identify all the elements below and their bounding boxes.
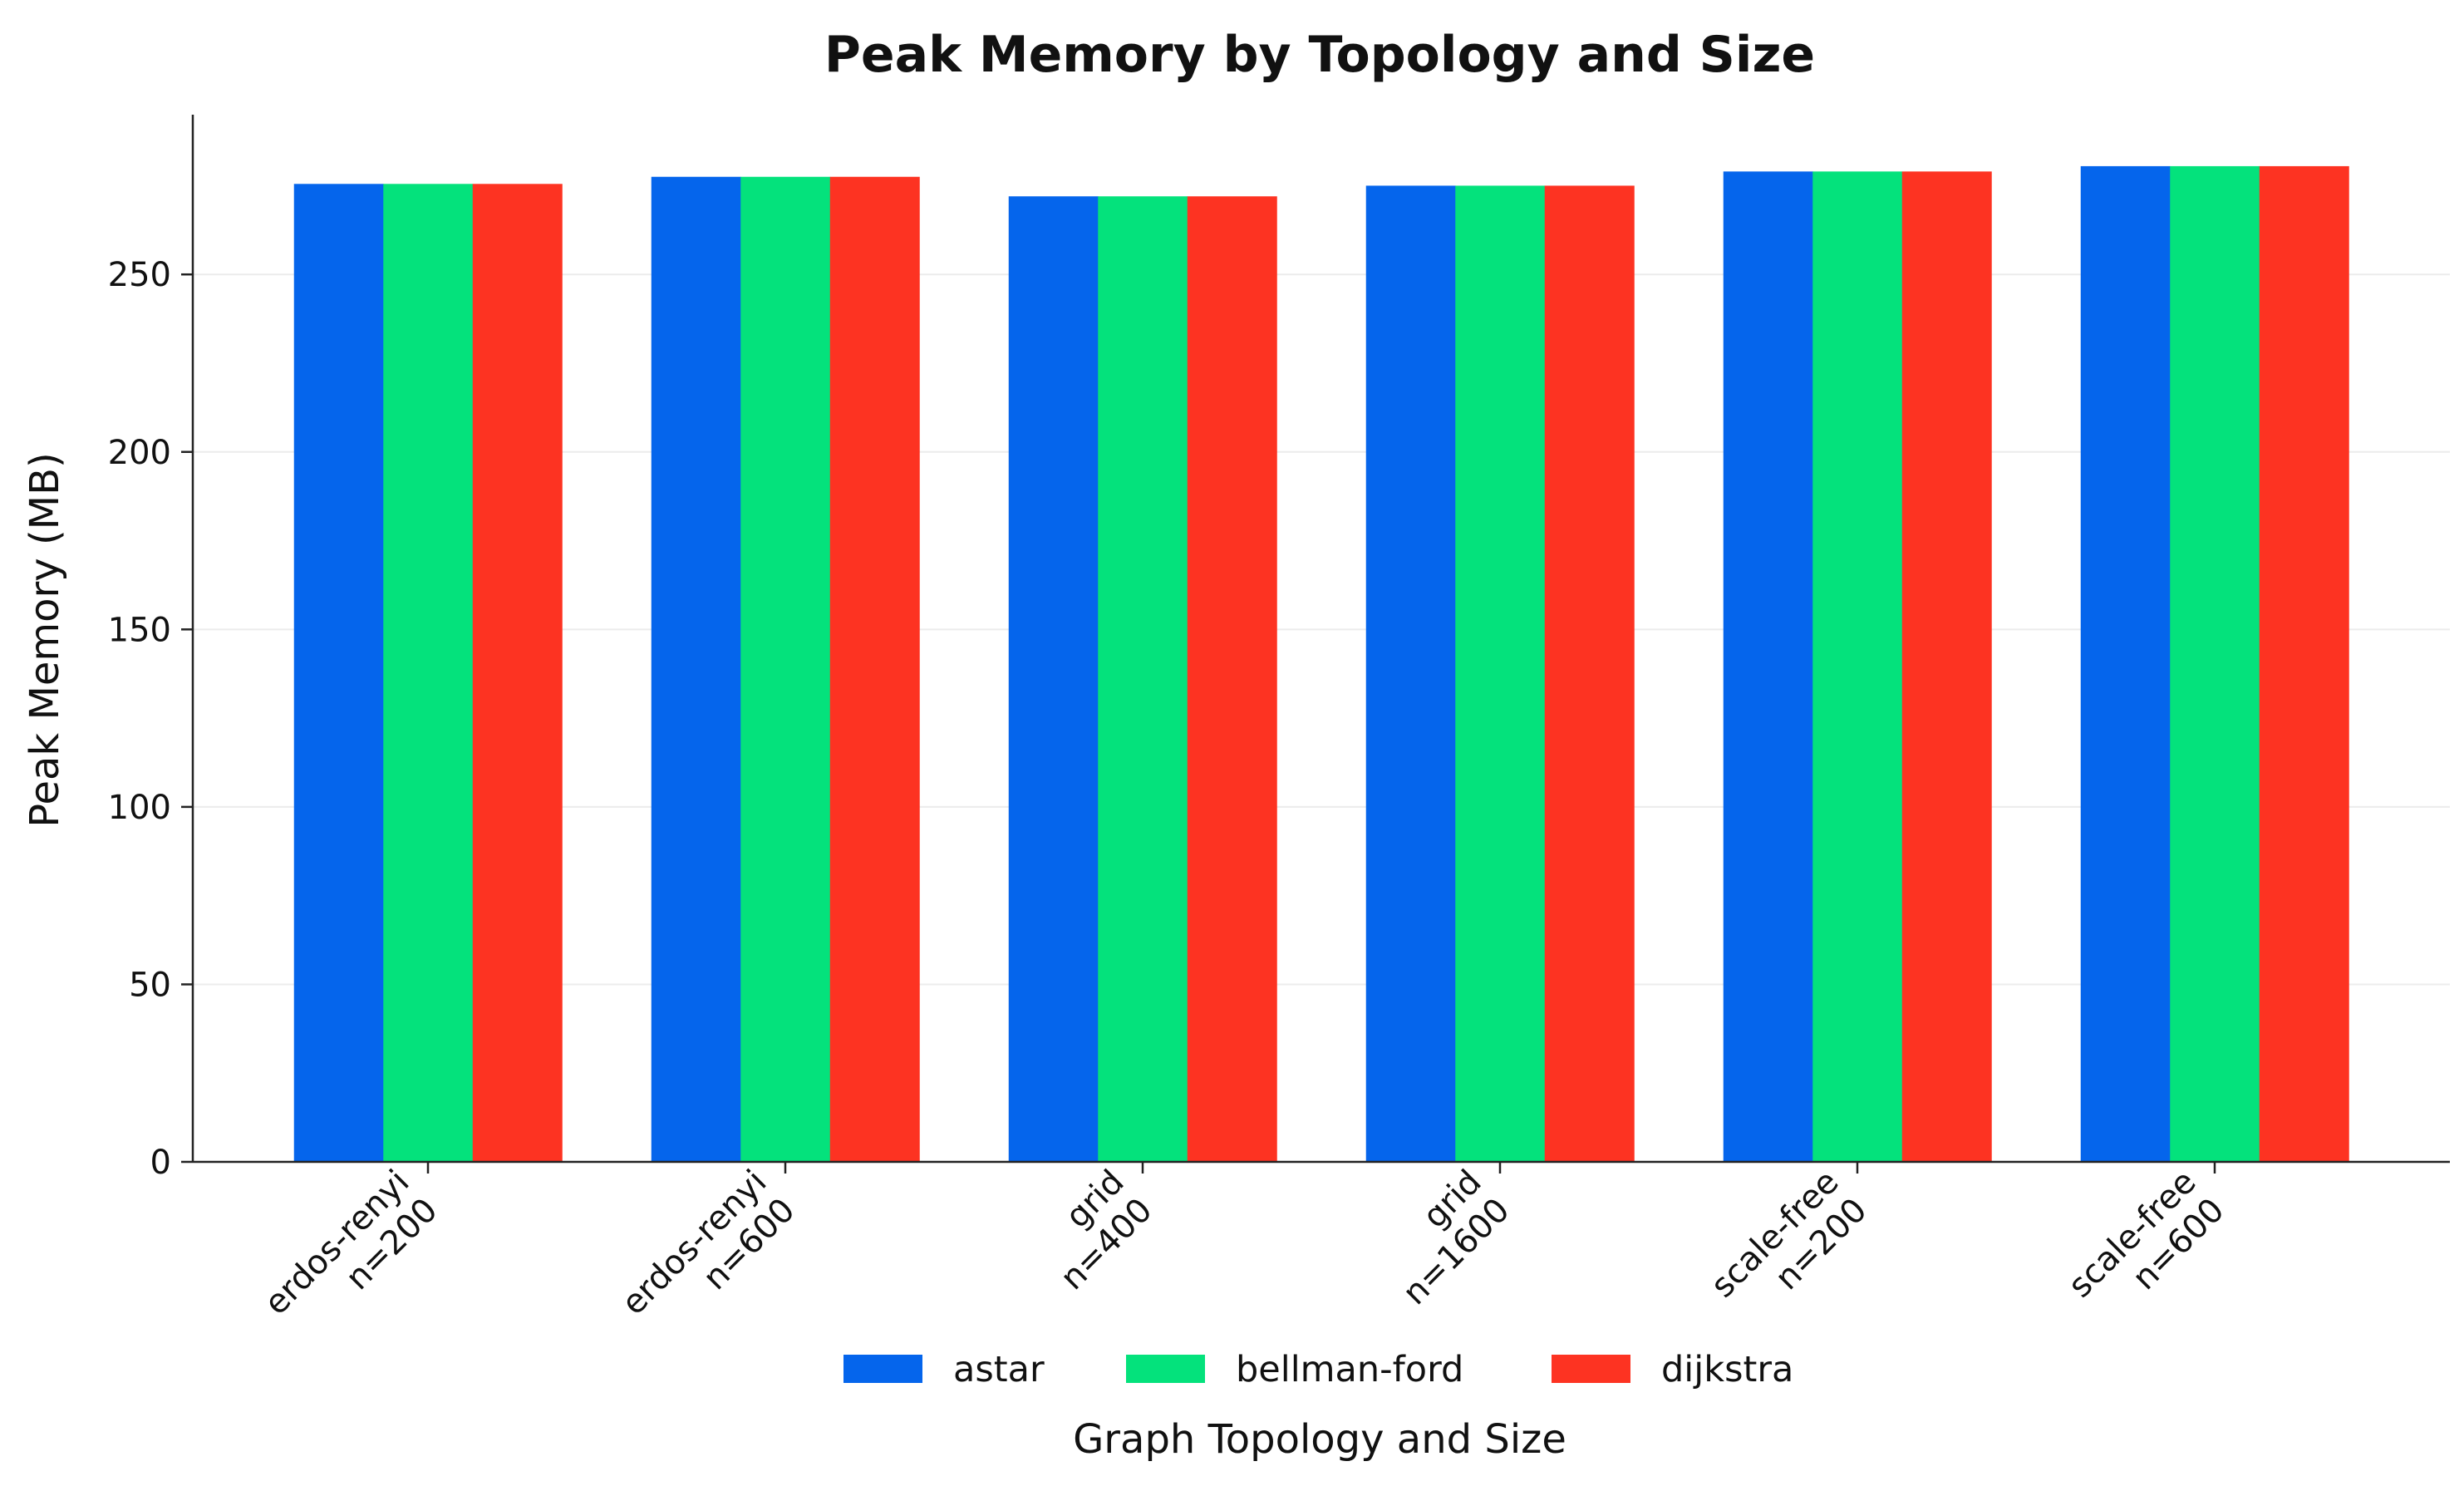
legend-label-dijkstra: dijkstra — [1661, 1349, 1793, 1390]
bar-bellman-ford-2 — [1098, 196, 1188, 1162]
y-tick-label: 150 — [108, 611, 171, 649]
bar-astar-1 — [651, 176, 741, 1163]
legend-swatch-bellman-ford — [1126, 1355, 1205, 1383]
y-tick-label: 50 — [129, 966, 171, 1004]
y-axis-label: Peak Memory (MB) — [22, 452, 68, 828]
bar-dijkstra-5 — [2259, 165, 2349, 1162]
x-axis-label: Graph Topology and Size — [1073, 1416, 1566, 1463]
bar-bellman-ford-5 — [2170, 165, 2260, 1162]
legend-label-astar: astar — [953, 1349, 1045, 1390]
x-tick-label: scale-freen=600 — [2061, 1163, 2231, 1333]
bar-dijkstra-3 — [1544, 185, 1635, 1163]
legend-swatch-dijkstra — [1552, 1355, 1630, 1383]
bar-bellman-ford-1 — [740, 176, 831, 1163]
bars — [293, 165, 2349, 1163]
x-tick-label: erdos-renyin=600 — [614, 1163, 802, 1351]
x-tick-label: erdos-renyin=200 — [257, 1163, 445, 1351]
bar-bellman-ford-4 — [1812, 171, 1903, 1162]
gridlines — [193, 273, 2450, 986]
y-tick-label: 0 — [150, 1144, 171, 1182]
bar-dijkstra-0 — [472, 184, 563, 1163]
x-tick-label: gridn=400 — [1025, 1163, 1159, 1297]
y-tick-label: 100 — [108, 789, 171, 827]
bar-dijkstra-2 — [1187, 196, 1277, 1162]
axes — [191, 115, 2450, 1164]
bar-dijkstra-4 — [1901, 171, 1992, 1162]
legend-swatch-astar — [843, 1355, 922, 1383]
bar-astar-4 — [1723, 171, 1813, 1162]
bar-dijkstra-1 — [829, 176, 920, 1163]
x-tick-label: scale-freen=200 — [1704, 1163, 1874, 1333]
y-tick-label: 200 — [108, 434, 171, 472]
x-axis-ticks: erdos-renyin=200 erdos-renyin=600 gridn=40… — [257, 1162, 2232, 1351]
y-tick-label: 250 — [108, 256, 171, 294]
bar-astar-0 — [293, 184, 384, 1163]
legend-label-bellman-ford: bellman-ford — [1236, 1349, 1463, 1390]
bar-astar-3 — [1365, 185, 1456, 1163]
bar-astar-5 — [2080, 165, 2171, 1162]
legend: astar bellman-ford dijkstra — [843, 1349, 1793, 1390]
x-tick-label: gridn=1600 — [1367, 1163, 1517, 1312]
bar-bellman-ford-0 — [383, 184, 474, 1163]
bar-astar-2 — [1008, 196, 1099, 1162]
y-axis-ticks: 0 50 100 150 200 250 — [108, 256, 193, 1182]
chart-title: Peak Memory by Topology and Size — [824, 26, 1815, 84]
bar-bellman-ford-3 — [1455, 185, 1546, 1163]
